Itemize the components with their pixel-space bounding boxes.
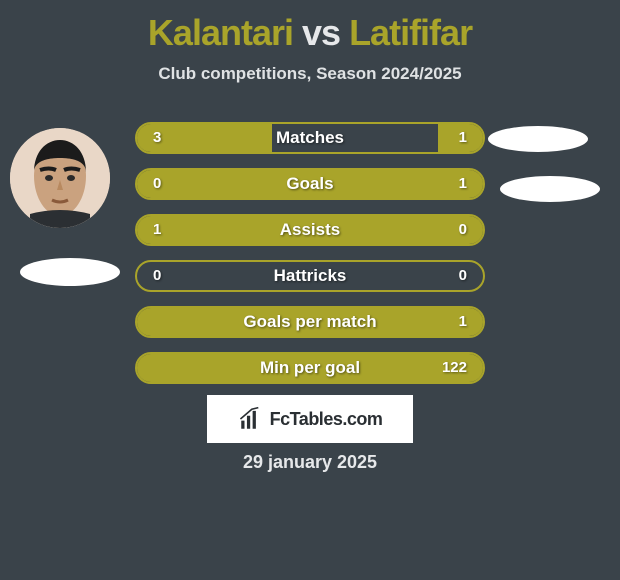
player1-avatar xyxy=(10,128,110,228)
stat-label: Assists xyxy=(137,216,483,244)
chart-bars-icon xyxy=(238,406,264,432)
stat-value-right: 1 xyxy=(459,124,467,152)
branding-text: FcTables.com xyxy=(270,409,383,430)
stat-row-assists: 1 Assists 0 xyxy=(135,214,485,246)
player2-club-badge-1 xyxy=(488,126,588,152)
stat-value-right: 1 xyxy=(459,308,467,336)
branding-badge: FcTables.com xyxy=(207,395,413,443)
date-label: 29 january 2025 xyxy=(0,452,620,473)
avatar-face-icon xyxy=(10,128,110,228)
stat-label: Min per goal xyxy=(137,354,483,382)
stat-row-min-per-goal: Min per goal 122 xyxy=(135,352,485,384)
stat-value-right: 0 xyxy=(459,216,467,244)
stats-list: 3 Matches 1 0 Goals 1 1 Assists 0 0 Hatt… xyxy=(135,122,485,398)
player1-club-badge xyxy=(20,258,120,286)
stat-value-right: 1 xyxy=(459,170,467,198)
stat-row-matches: 3 Matches 1 xyxy=(135,122,485,154)
stat-label: Hattricks xyxy=(137,262,483,290)
stat-value-right: 0 xyxy=(459,262,467,290)
comparison-card: Kalantari vs Latififar Club competitions… xyxy=(0,0,620,580)
player2-name: Latififar xyxy=(349,12,472,53)
player2-club-badge-2 xyxy=(500,176,600,202)
stat-row-goals-per-match: Goals per match 1 xyxy=(135,306,485,338)
page-title: Kalantari vs Latififar xyxy=(0,0,620,54)
title-vs: vs xyxy=(302,12,340,53)
stat-row-hattricks: 0 Hattricks 0 xyxy=(135,260,485,292)
stat-row-goals: 0 Goals 1 xyxy=(135,168,485,200)
subtitle: Club competitions, Season 2024/2025 xyxy=(0,64,620,84)
stat-label: Goals per match xyxy=(137,308,483,336)
stat-label: Goals xyxy=(137,170,483,198)
stat-value-right: 122 xyxy=(442,354,467,382)
player1-name: Kalantari xyxy=(148,12,293,53)
stat-label: Matches xyxy=(137,124,483,152)
